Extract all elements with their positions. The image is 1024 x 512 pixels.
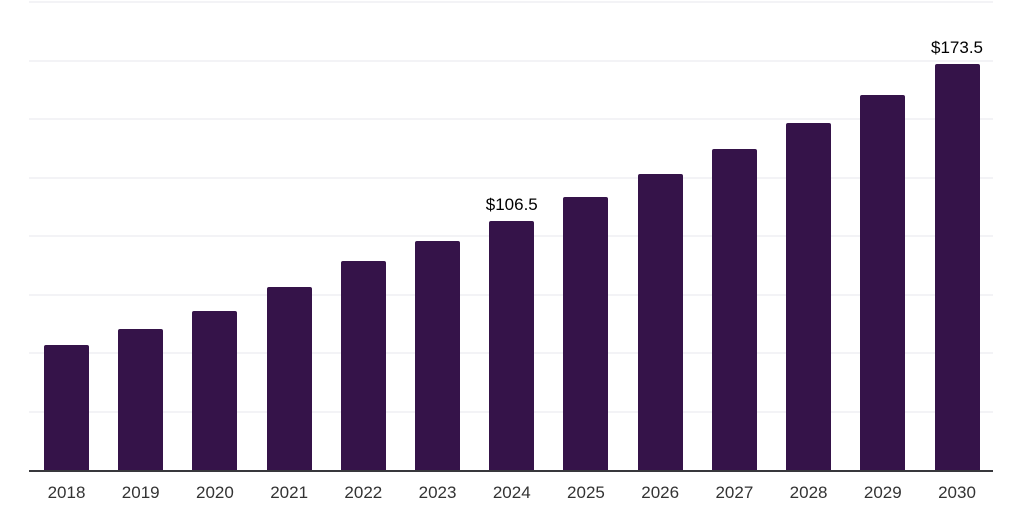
x-tick-label-2026: 2026 [641, 483, 680, 502]
x-tick-label-2028: 2028 [789, 483, 828, 502]
gridline [29, 1, 993, 3]
data-label-2024: $106.5 [485, 194, 538, 214]
x-tick-label-2027: 2027 [715, 483, 754, 502]
x-tick-label-2029: 2029 [863, 483, 902, 502]
x-tick-label-2021: 2021 [270, 483, 309, 502]
bar-2019 [118, 328, 164, 470]
x-tick-label-2024: 2024 [492, 483, 531, 502]
gridline [29, 176, 993, 179]
bar-2024 [489, 220, 535, 470]
bar-2026 [637, 173, 683, 470]
x-tick-label-2022: 2022 [344, 483, 383, 502]
gridline [29, 59, 993, 62]
bar-2030 [934, 64, 980, 470]
x-tick-label-2018: 2018 [47, 483, 86, 502]
x-tick-label-2025: 2025 [567, 483, 605, 502]
bar-2028 [786, 122, 832, 470]
x-tick-label-2023: 2023 [418, 483, 457, 502]
x-tick-label-2019: 2019 [121, 483, 160, 502]
bar-2018 [44, 345, 89, 470]
plot-area: $106.5 $173.5 [29, 1, 993, 472]
bar-2023 [415, 241, 461, 470]
bar-2025 [563, 197, 609, 470]
bar-2029 [860, 95, 906, 470]
x-tick-label-2030: 2030 [938, 483, 976, 502]
x-axis-labels: 2018 2019 2020 2021 2022 2023 2024 2025 2026 2027… [29, 483, 993, 505]
bar-2027 [711, 149, 757, 470]
x-tick-label-2020: 2020 [195, 483, 234, 502]
bar-2021 [266, 286, 312, 470]
data-label-2030: $173.5 [931, 38, 984, 58]
bar-2020 [192, 310, 238, 470]
gridline [29, 118, 993, 120]
bar-2022 [340, 261, 386, 470]
